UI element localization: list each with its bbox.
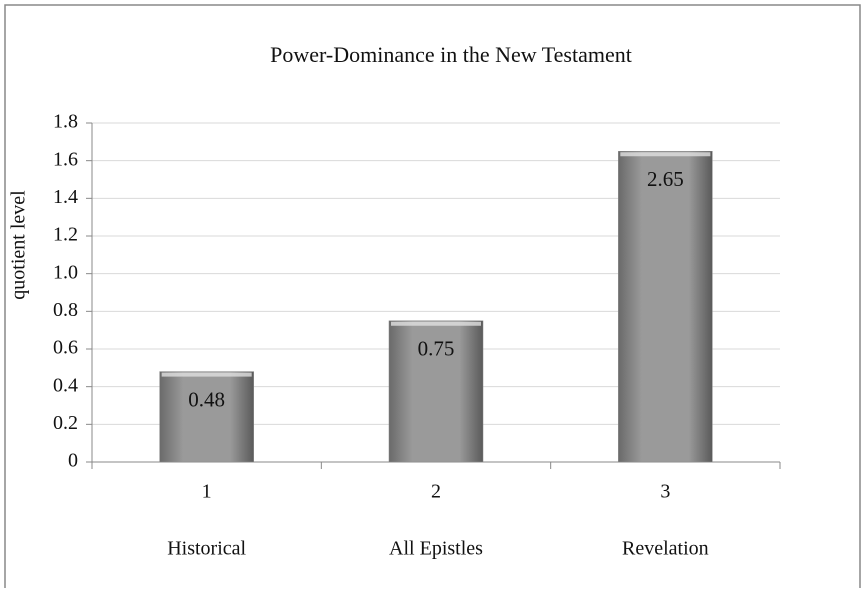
category-name: Revelation	[622, 538, 709, 560]
y-tick-label: 1.0	[53, 261, 78, 283]
bar-highlight	[390, 321, 482, 326]
y-tick-label: 1.4	[53, 186, 78, 208]
frame	[4, 4, 861, 588]
y-tick-label: 0.8	[53, 299, 78, 321]
y-tick-label: 1.8	[53, 111, 78, 133]
bar	[618, 151, 713, 463]
x-tick-label: 2	[431, 481, 441, 503]
x-tick-label: 3	[660, 481, 670, 503]
y-tick-label: 0.6	[53, 337, 78, 359]
y-axis-label: quotient level	[8, 190, 30, 300]
y-tick-label: 1.2	[53, 224, 78, 246]
y-tick-label: 0.2	[53, 412, 78, 434]
chart-title: Power-Dominance in the New Testament	[270, 42, 632, 67]
data-label: 0.75	[418, 337, 455, 361]
category-name: All Epistles	[389, 538, 483, 560]
data-label: 0.48	[188, 387, 225, 411]
y-tick-label: 0.4	[53, 374, 78, 396]
x-tick-label: 1	[202, 481, 212, 503]
bar	[159, 371, 254, 463]
data-label: 2.65	[647, 167, 684, 191]
y-tick-label: 1.6	[53, 148, 78, 170]
bar-highlight	[161, 372, 252, 377]
bar	[388, 320, 484, 463]
category-name: Historical	[167, 538, 246, 560]
y-tick-label: 0	[68, 450, 78, 472]
bar-highlight	[620, 152, 711, 157]
